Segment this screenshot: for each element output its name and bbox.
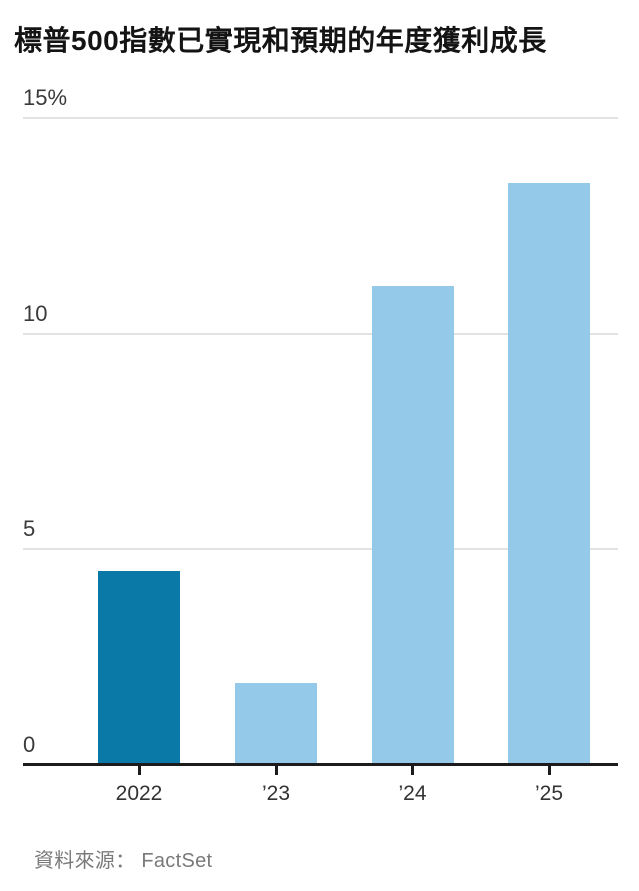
x-axis-tick <box>274 766 278 775</box>
x-axis-label-2022: 2022 <box>115 782 163 805</box>
x-axis-label-’23: ’23 <box>261 782 291 805</box>
bar-’25 <box>508 183 590 765</box>
gridline-10 <box>23 332 618 335</box>
bar-’23 <box>235 683 317 765</box>
y-axis-tick-label: 10 <box>23 300 48 326</box>
bar-’24 <box>372 286 454 765</box>
chart-title: 標普500指數已實現和預期的年度獲利成長 <box>14 25 547 56</box>
bar-2022 <box>98 571 180 765</box>
source-note: 資料來源： FactSet <box>34 844 212 873</box>
source-value: FactSet <box>141 850 213 872</box>
gridline-5 <box>23 548 618 551</box>
x-axis-line <box>23 763 618 766</box>
y-axis-tick-label: 0 <box>23 732 36 757</box>
gridline-15 <box>23 117 618 119</box>
x-axis-tick <box>137 766 141 775</box>
x-axis-tick <box>411 766 414 775</box>
x-axis-tick <box>547 766 551 775</box>
x-axis-label-’25: ’25 <box>534 782 564 805</box>
y-axis-tick-label: 5 <box>23 516 36 542</box>
source-label: 資料來源： <box>34 850 136 872</box>
x-axis-label-’24: ’24 <box>398 782 427 805</box>
y-axis-tick-label: 15% <box>23 85 68 110</box>
